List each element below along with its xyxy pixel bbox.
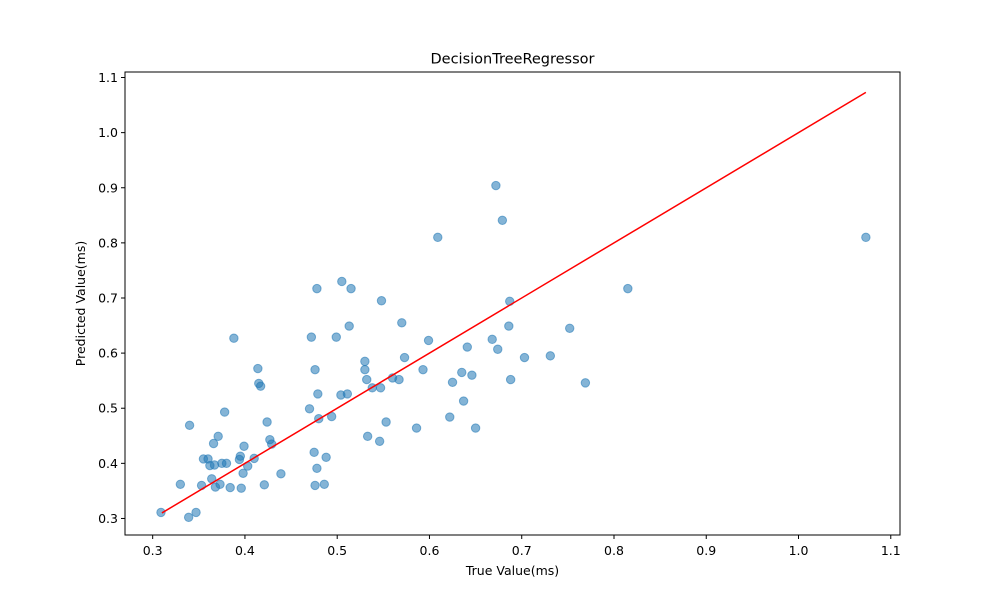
data-point — [208, 438, 219, 449]
y-tick-label: 0.3 — [98, 511, 118, 526]
data-point — [191, 507, 201, 518]
data-point — [342, 389, 353, 399]
data-point — [504, 321, 514, 331]
data-point — [312, 283, 322, 294]
data-point — [423, 335, 434, 346]
data-point — [262, 417, 272, 427]
data-point — [215, 479, 225, 489]
x-tick-label: 0.9 — [696, 543, 716, 558]
data-point — [487, 334, 497, 345]
data-point — [861, 232, 871, 243]
data-point — [213, 431, 223, 442]
data-point — [321, 452, 331, 462]
y-axis-label: Predicted Value(ms) — [73, 241, 88, 366]
data-point — [346, 283, 356, 294]
data-point — [360, 364, 370, 375]
data-point — [497, 215, 508, 225]
data-point — [313, 389, 323, 399]
data-point — [312, 463, 322, 474]
y-tick-label: 1.1 — [98, 70, 118, 85]
data-point — [236, 483, 246, 493]
data-point — [519, 352, 530, 363]
data-point — [470, 423, 481, 433]
data-point — [493, 344, 503, 354]
data-point — [344, 321, 354, 331]
data-point — [397, 318, 407, 328]
data-point — [376, 296, 387, 306]
data-point — [235, 451, 246, 461]
y-tick-label: 0.6 — [98, 346, 118, 361]
data-point — [375, 383, 386, 393]
data-point — [238, 468, 248, 478]
data-point — [445, 412, 455, 422]
x-axis-label: True Value(ms) — [465, 563, 559, 578]
data-point — [360, 356, 370, 367]
data-point — [394, 374, 404, 385]
x-tick-label: 0.3 — [143, 543, 163, 558]
data-point — [458, 396, 469, 406]
y-tick-label: 0.5 — [98, 401, 118, 416]
reference-line — [161, 91, 867, 514]
data-point — [221, 458, 232, 469]
data-point — [253, 363, 263, 374]
data-point — [306, 332, 317, 342]
y-tick-label: 0.8 — [98, 235, 118, 250]
data-point — [580, 378, 591, 388]
data-point — [184, 420, 195, 431]
data-point — [623, 283, 633, 294]
y-tick-label: 0.9 — [98, 180, 118, 195]
data-point — [491, 180, 501, 191]
data-point — [447, 377, 458, 388]
x-tick-label: 0.8 — [604, 543, 624, 558]
data-point — [183, 512, 194, 523]
data-point — [310, 480, 320, 491]
data-point — [381, 417, 391, 427]
data-point — [304, 404, 315, 414]
data-point — [229, 333, 239, 343]
data-point — [175, 479, 186, 489]
data-point — [545, 351, 556, 361]
data-point — [505, 374, 516, 385]
data-point — [276, 469, 286, 479]
data-point — [310, 364, 320, 375]
data-point — [319, 479, 329, 489]
plot-area — [156, 91, 871, 523]
data-point — [362, 374, 372, 385]
data-point — [259, 480, 270, 490]
x-tick-label: 0.5 — [327, 543, 347, 558]
y-tick-label: 0.7 — [98, 290, 118, 305]
data-point — [331, 332, 341, 342]
x-axis: 0.3 0.4 0.5 0.6 0.7 0.8 0.9 1.0 1.1 — [143, 535, 901, 558]
data-point — [467, 370, 477, 380]
data-point — [219, 407, 230, 417]
data-point — [337, 276, 347, 287]
x-tick-label: 0.6 — [420, 543, 440, 558]
chart-title: DecisionTreeRegressor — [431, 52, 595, 68]
data-point — [225, 482, 235, 493]
data-point — [156, 507, 166, 518]
data-point — [374, 436, 385, 446]
x-tick-label: 0.7 — [512, 543, 532, 558]
y-tick-label: 1.0 — [98, 125, 118, 140]
data-point — [565, 323, 575, 334]
data-point — [418, 364, 428, 375]
x-tick-label: 0.4 — [235, 543, 255, 558]
data-point — [411, 423, 422, 433]
data-point — [239, 441, 249, 451]
x-tick-label: 1.1 — [881, 543, 901, 558]
data-point — [399, 352, 410, 363]
x-tick-label: 1.0 — [789, 543, 809, 558]
data-point — [309, 447, 319, 458]
y-axis: 0.3 0.4 0.5 0.6 0.7 0.8 0.9 1.0 1.1 — [98, 70, 125, 526]
data-point — [255, 381, 266, 391]
data-point — [462, 342, 472, 352]
data-point — [457, 367, 467, 378]
data-point — [362, 431, 373, 442]
data-point — [433, 232, 443, 243]
plot-frame — [124, 71, 901, 536]
y-tick-label: 0.4 — [98, 456, 118, 471]
